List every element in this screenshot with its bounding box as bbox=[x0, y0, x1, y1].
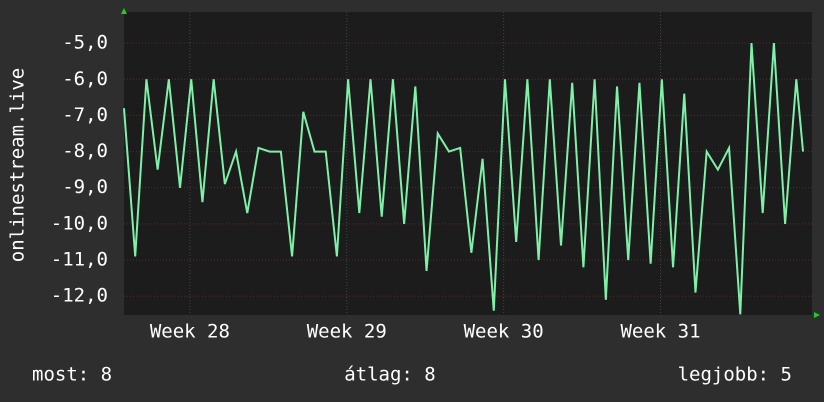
axis-arrow bbox=[121, 8, 127, 14]
y-tick-label: -6,0 bbox=[62, 68, 108, 90]
footer-now: most: 8 bbox=[32, 364, 112, 386]
y-tick-label: -9,0 bbox=[62, 176, 108, 198]
x-tick-label: Week 29 bbox=[307, 321, 387, 343]
y-axis-label: onlinestream.live bbox=[7, 68, 29, 262]
y-tick-label: -8,0 bbox=[62, 140, 108, 162]
y-tick-label: -11,0 bbox=[51, 249, 108, 271]
y-tick-label: -7,0 bbox=[62, 104, 108, 126]
y-tick-label: -12,0 bbox=[51, 285, 108, 307]
x-tick-label: Week 30 bbox=[464, 321, 544, 343]
y-tick-label: -10,0 bbox=[51, 212, 108, 234]
axis-arrow bbox=[814, 312, 820, 318]
x-tick-label: Week 28 bbox=[150, 321, 230, 343]
x-tick-label: Week 31 bbox=[620, 321, 700, 343]
y-tick-label: -5,0 bbox=[62, 32, 108, 54]
data-line bbox=[123, 43, 805, 315]
plot-area bbox=[124, 12, 812, 315]
footer-avg: átlag: 8 bbox=[344, 364, 436, 386]
footer-best: legjobb: 5 bbox=[678, 364, 792, 386]
